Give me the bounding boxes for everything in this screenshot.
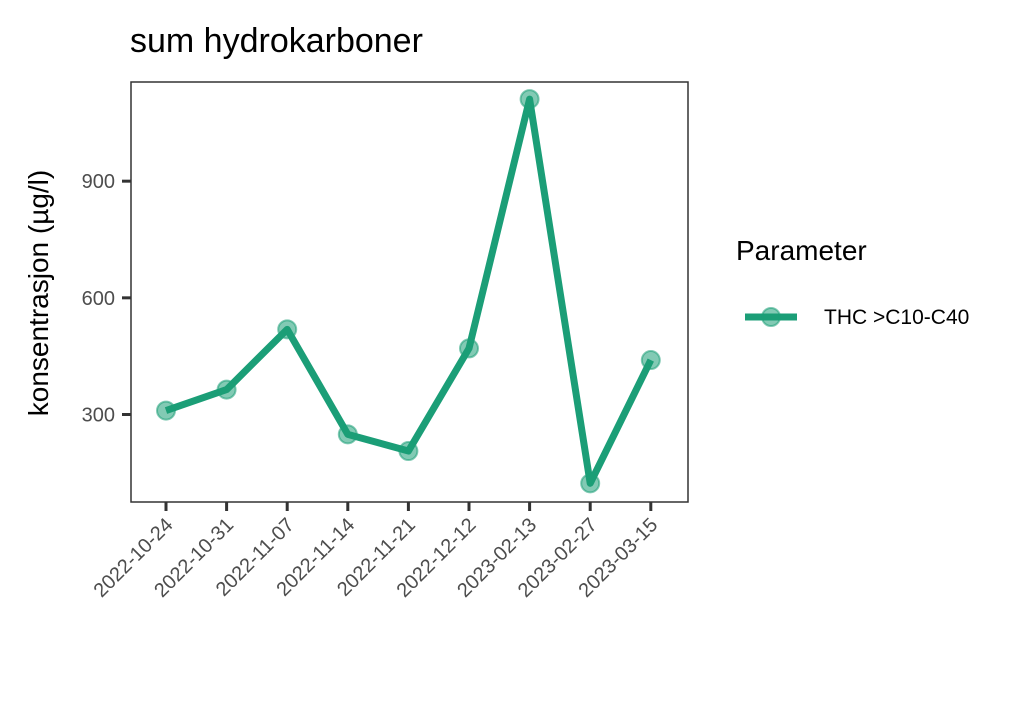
legend-marker-swatch	[761, 307, 781, 327]
y-tick-label: 300	[82, 405, 115, 427]
data-point	[640, 350, 661, 371]
y-tick-label: 900	[82, 171, 115, 193]
x-axis: 2022-10-242022-10-312022-11-072022-11-14…	[90, 502, 662, 602]
data-point	[337, 424, 358, 445]
plot-panel	[130, 81, 689, 503]
data-point	[580, 473, 601, 494]
data-point	[398, 441, 419, 462]
data-point	[519, 89, 540, 110]
series-layer	[156, 89, 661, 494]
legend-title: Parameter	[736, 235, 867, 266]
y-axis-label: konsentrasjon (µg/l)	[23, 170, 54, 416]
legend-entry-label: THC >C10-C40	[824, 306, 969, 329]
data-point	[459, 338, 479, 359]
legend: Parameter THC >C10-C40	[736, 235, 969, 329]
data-point	[156, 400, 176, 421]
data-point	[216, 379, 237, 400]
chart-title: sum hydrokarboner	[130, 22, 423, 60]
y-tick-label: 600	[82, 288, 115, 310]
data-point	[277, 319, 298, 340]
y-axis: 300 600 900	[82, 171, 131, 427]
